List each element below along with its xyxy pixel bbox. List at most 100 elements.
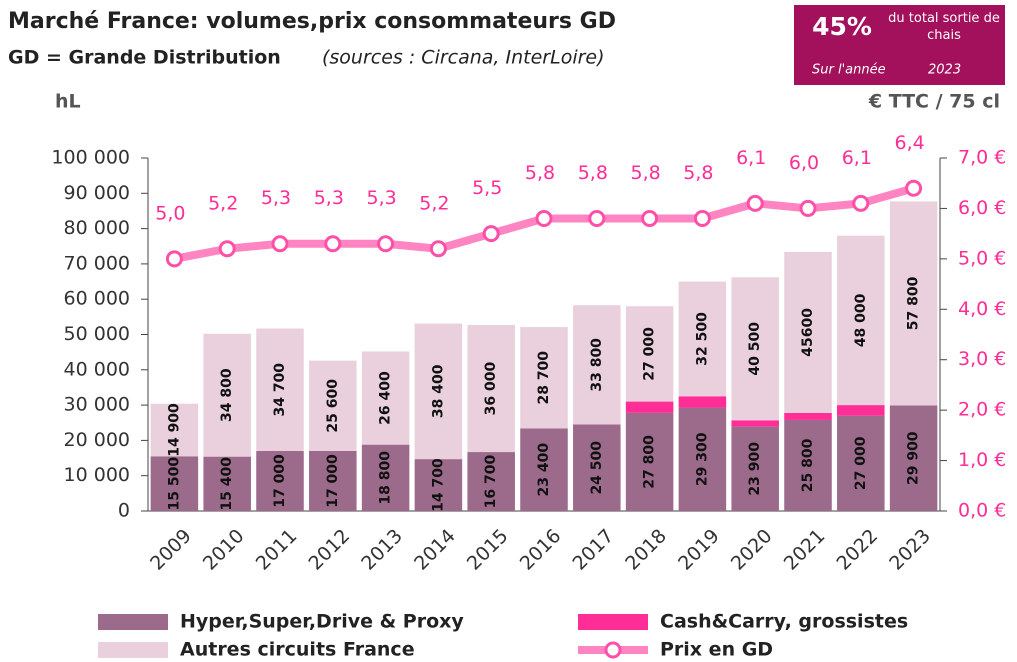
bar-value-label: 29 300 bbox=[694, 432, 710, 486]
legend-label: Autres circuits France bbox=[180, 639, 415, 661]
callout-period: Sur l'année bbox=[812, 63, 886, 78]
legend-swatch bbox=[98, 642, 168, 658]
bar-segment bbox=[309, 360, 357, 451]
y-tick-label: 20 000 bbox=[64, 429, 130, 451]
chart-title: Marché France: volumes,prix consommateur… bbox=[8, 9, 616, 34]
x-tick-label: 2015 bbox=[463, 525, 513, 575]
bar-segment bbox=[520, 327, 568, 429]
bar-value-label: 17 000 bbox=[272, 454, 288, 508]
bar-value-label: 45600 bbox=[800, 308, 816, 357]
price-point bbox=[746, 194, 764, 212]
price-point bbox=[271, 235, 289, 253]
y-tick-label: 100 000 bbox=[51, 147, 130, 169]
y-tick-label: 0 bbox=[118, 500, 130, 522]
bar-value-label: 33 800 bbox=[589, 338, 605, 392]
bar-segment bbox=[361, 351, 410, 445]
price-label: 5,8 bbox=[683, 162, 713, 184]
price-point bbox=[799, 199, 817, 217]
price-point bbox=[535, 210, 553, 228]
price-label: 5,2 bbox=[208, 192, 238, 214]
legend-label: Hyper,Super,Drive & Proxy bbox=[180, 611, 464, 633]
x-tick-label: 2012 bbox=[304, 525, 354, 575]
bar-value-label: 26 400 bbox=[378, 371, 394, 425]
bar-segment bbox=[309, 450, 357, 511]
bar-segment bbox=[573, 305, 621, 425]
legend-swatch bbox=[578, 614, 648, 630]
price-point bbox=[588, 210, 606, 228]
x-tick-label: 2019 bbox=[674, 525, 724, 575]
y2-tick-label: 4,0 € bbox=[958, 298, 1006, 320]
bar-segment bbox=[361, 444, 410, 511]
price-label: 6,1 bbox=[736, 147, 766, 169]
bar-segment bbox=[731, 277, 779, 421]
bar-value-label: 15 400 bbox=[219, 457, 235, 511]
bar-value-label: 27 800 bbox=[642, 435, 658, 489]
callout-value: 45% bbox=[812, 12, 872, 41]
x-tick-label: 2011 bbox=[252, 525, 302, 575]
legend-swatch-marker bbox=[604, 641, 622, 659]
x-tick-label: 2018 bbox=[621, 525, 671, 575]
price-point bbox=[641, 210, 659, 228]
bar-value-label: 14 700 bbox=[430, 458, 446, 512]
bar-segment bbox=[150, 403, 199, 457]
bar-value-label: 34 800 bbox=[219, 368, 235, 422]
chart-subtitle: GD = Grande Distribution bbox=[8, 47, 281, 69]
legend-swatch bbox=[98, 614, 168, 630]
y-tick-label: 30 000 bbox=[64, 394, 130, 416]
bar-segment bbox=[520, 428, 568, 511]
chart-source: (sources : Circana, InterLoire) bbox=[322, 47, 605, 69]
callout-year: 2023 bbox=[928, 63, 961, 78]
price-point bbox=[482, 225, 500, 243]
bar-value-label: 25 600 bbox=[325, 379, 341, 433]
y2-tick-label: 6,0 € bbox=[958, 197, 1006, 219]
bar-segment bbox=[837, 405, 885, 416]
bar-value-label: 48 000 bbox=[853, 293, 869, 347]
bar-segment bbox=[784, 412, 832, 420]
bar-segment bbox=[414, 323, 463, 460]
bar-value-label: 57 800 bbox=[906, 276, 922, 330]
bar-value-label: 23 900 bbox=[747, 442, 763, 496]
x-tick-label: 2023 bbox=[885, 525, 935, 575]
price-label: 5,3 bbox=[314, 187, 344, 209]
y-tick-label: 90 000 bbox=[64, 182, 130, 204]
bar-value-label: 24 500 bbox=[589, 441, 605, 495]
bar-segment bbox=[150, 456, 199, 511]
y2-tick-label: 3,0 € bbox=[958, 348, 1006, 370]
legend-label: Prix en GD bbox=[660, 639, 773, 661]
bar-segment bbox=[731, 426, 779, 511]
bar-value-label: 34 700 bbox=[272, 363, 288, 417]
y2-tick-label: 5,0 € bbox=[958, 247, 1006, 269]
bar-segment bbox=[256, 328, 304, 451]
x-tick-label: 2014 bbox=[410, 525, 460, 575]
bar-segment bbox=[203, 333, 251, 457]
price-point bbox=[218, 240, 236, 258]
price-point bbox=[165, 250, 183, 268]
price-label: 5,3 bbox=[366, 187, 396, 209]
x-tick-label: 2022 bbox=[832, 525, 882, 575]
price-point bbox=[905, 179, 923, 197]
y-tick-label: 80 000 bbox=[64, 217, 130, 239]
bar-segment bbox=[889, 201, 938, 406]
y-tick-label: 70 000 bbox=[64, 252, 130, 274]
price-label: 5,0 bbox=[155, 202, 185, 224]
bar-segment bbox=[678, 281, 727, 397]
bar-segment bbox=[625, 306, 674, 402]
x-tick-label: 2016 bbox=[516, 525, 566, 575]
y2-tick-label: 1,0 € bbox=[958, 449, 1006, 471]
bar-segment bbox=[784, 251, 832, 413]
bar-value-label: 32 500 bbox=[694, 312, 710, 366]
y-tick-label: 60 000 bbox=[64, 288, 130, 310]
price-label: 5,8 bbox=[578, 162, 608, 184]
bar-segment bbox=[467, 324, 515, 453]
price-label: 5,5 bbox=[472, 177, 502, 199]
x-tick-label: 2009 bbox=[146, 525, 196, 575]
bar-segment bbox=[837, 415, 885, 511]
bar-value-label: 14 900 bbox=[166, 403, 182, 457]
bar-value-label: 29 900 bbox=[906, 431, 922, 485]
bar-value-label: 15 500 bbox=[166, 457, 182, 511]
bar-segment bbox=[414, 459, 463, 511]
price-point bbox=[377, 235, 395, 253]
bar-value-label: 16 700 bbox=[483, 454, 499, 508]
bar-value-label: 17 000 bbox=[325, 454, 341, 508]
y2-tick-label: 0,0 € bbox=[958, 500, 1006, 522]
